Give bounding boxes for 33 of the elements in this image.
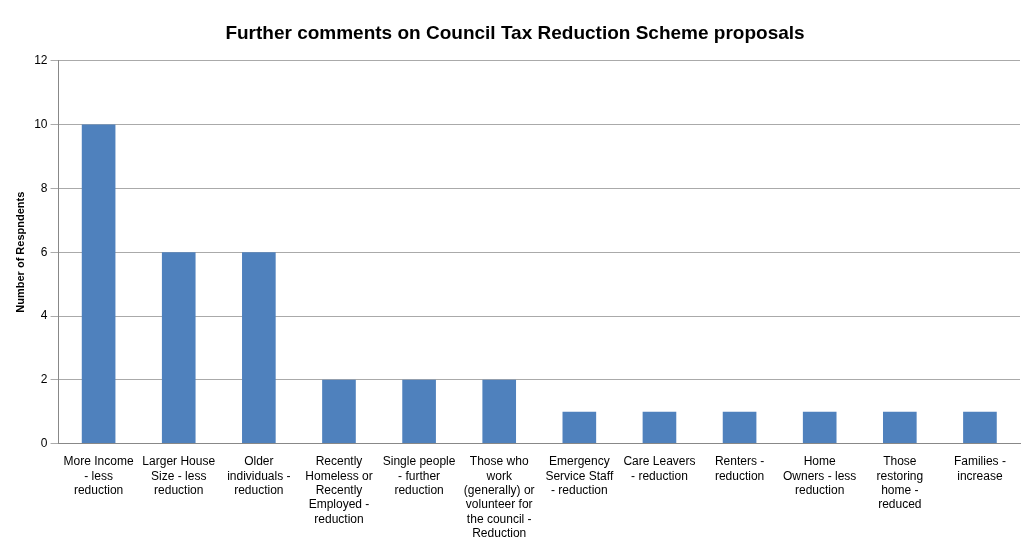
x-tick-label: Recently Homeless or Recently Employed - reduction xyxy=(305,454,373,526)
chart-title: Further comments on Council Tax Reduction Scheme proposals xyxy=(225,21,805,43)
y-tick-label: 4 xyxy=(40,308,48,323)
x-tick-label: Emergency Service Staff - reduction xyxy=(545,454,614,497)
x-tick-label: More Income - less reduction xyxy=(63,454,134,497)
y-tick-label: 10 xyxy=(34,116,48,131)
bar xyxy=(242,252,276,444)
y-tick-label: 8 xyxy=(40,180,48,195)
x-tick-label: Those restoring home - reduced xyxy=(876,454,924,512)
x-tick-label: Renters - reduction xyxy=(714,454,765,483)
bar xyxy=(802,411,837,444)
bar xyxy=(963,411,997,444)
x-tick-label: Larger House Size - less reduction xyxy=(142,454,216,497)
bar xyxy=(642,411,677,444)
y-axis-title: Number of Respndents xyxy=(13,191,26,313)
x-tick-label: Care Leavers - reduction xyxy=(623,454,696,483)
y-tick-label: 6 xyxy=(40,244,48,259)
bar xyxy=(722,411,757,444)
x-tick-label: Home Owners - less reduction xyxy=(783,454,857,497)
bar xyxy=(322,379,356,444)
bar xyxy=(482,379,517,444)
x-tick-label: Those who work (generally) or volunteer for the council - Reduction xyxy=(463,454,535,541)
bar xyxy=(81,124,116,444)
y-tick-label: 2 xyxy=(40,372,48,387)
bar xyxy=(161,252,196,444)
bar xyxy=(882,411,917,444)
bar xyxy=(402,379,436,444)
x-tick-label: Single people - further reduction xyxy=(382,454,456,497)
bar xyxy=(562,411,597,444)
x-tick-label: Families - increase xyxy=(953,454,1006,483)
x-tick-label: Older individuals - reduction xyxy=(227,454,291,497)
y-tick-label: 0 xyxy=(40,435,48,450)
y-tick-label: 12 xyxy=(34,53,48,68)
